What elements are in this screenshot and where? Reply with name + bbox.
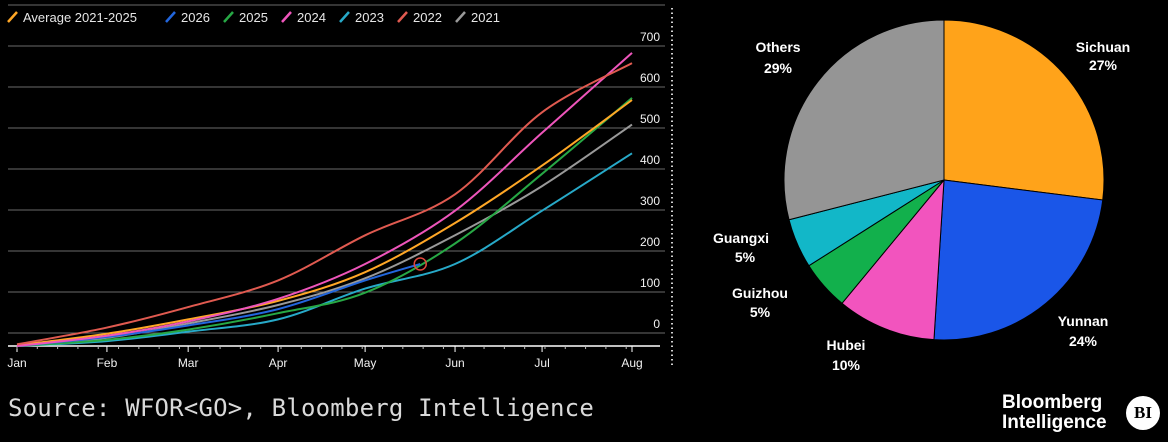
y-tick-label: 100 (640, 276, 660, 290)
x-tick-label: May (354, 356, 377, 370)
brand-line-2: Intelligence (1002, 412, 1107, 433)
legend-swatch (397, 11, 408, 23)
pie-slice-percent: 24% (1069, 333, 1098, 349)
pie-slice-name: Guizhou (732, 285, 788, 301)
pie-slice-yunnan (933, 179, 1104, 341)
x-tick-label: Mar (178, 356, 199, 370)
latest-value-marker (413, 257, 427, 271)
pie-slice-percent: 27% (1089, 57, 1118, 73)
legend-swatch (281, 11, 292, 23)
line-series-group (16, 52, 633, 347)
pie-slice-hubei (841, 178, 945, 341)
legend-item: 2023 (339, 10, 384, 25)
legend-label: 2025 (239, 10, 268, 25)
x-tick-label: Jan (7, 356, 26, 370)
pie-slice-percent: 29% (764, 60, 793, 76)
legend-item: 2021 (455, 10, 500, 25)
series-line-2024 (16, 52, 633, 347)
y-tick-label: 600 (640, 71, 660, 85)
x-tick-label: Jun (445, 356, 464, 370)
x-tick-label: Apr (269, 356, 288, 370)
pie-slice-name: Yunnan (1058, 313, 1109, 329)
y-tick-label: 500 (640, 112, 660, 126)
y-tick-label: 400 (640, 153, 660, 167)
x-axis: Jan Feb Mar Apr May Jun Jul Aug (7, 345, 660, 370)
pie-slice-name: Guangxi (713, 230, 769, 246)
series-line-2025 (16, 97, 633, 347)
series-line-2021 (16, 123, 633, 347)
series-line-average-2021-2025 (16, 99, 633, 347)
legend-item: 2025 (223, 10, 268, 25)
y-gridlines (8, 4, 673, 368)
legend-swatch (339, 11, 350, 23)
legend-item: 2024 (281, 10, 326, 25)
y-tick-label: 800 (640, 0, 660, 3)
x-tick-label: Feb (97, 356, 118, 370)
legend-label: 2021 (471, 10, 500, 25)
pie-labels: Sichuan 27% Yunnan 24% Hubei 10% Guizhou 5% Guan… (713, 39, 1130, 373)
legend-label: 2023 (355, 10, 384, 25)
pie-slice-name: Sichuan (1076, 39, 1130, 55)
y-tick-label: 200 (640, 235, 660, 249)
brand-line-1: Bloomberg (1002, 392, 1103, 413)
legend-swatch (7, 11, 18, 23)
x-tick-label: Aug (621, 356, 642, 370)
legend-swatch (223, 11, 234, 23)
legend-swatch (455, 11, 466, 23)
source-note: Source: WFOR<GO>, Bloomberg Intelligence (8, 394, 594, 422)
pie-slice-name: Others (755, 39, 800, 55)
legend-label: 2024 (297, 10, 326, 25)
pie-slice-percent: 5% (750, 304, 771, 320)
pie-chart (783, 19, 1105, 341)
y-axis: 0 100 200 300 400 500 600 700 800 (640, 0, 660, 331)
pie-slice-others (783, 19, 945, 221)
series-line-2022 (16, 62, 633, 346)
current-point-marker (413, 257, 427, 271)
brand-logo: Bloomberg Intelligence (1002, 393, 1107, 433)
legend-swatch (165, 11, 176, 23)
y-tick-label: 700 (640, 30, 660, 44)
pie-slice-name: Hubei (827, 337, 866, 353)
line-chart-legend: Average 2021-2025 2026 2025 2024 2023 2022 202… (7, 10, 500, 25)
legend-item: 2022 (397, 10, 442, 25)
x-tick-label: Jul (534, 356, 549, 370)
pie-slice-sichuan (943, 19, 1105, 201)
legend-label: 2026 (181, 10, 210, 25)
legend-label: 2022 (413, 10, 442, 25)
y-tick-label: 300 (640, 194, 660, 208)
y-tick-label: 0 (653, 317, 660, 331)
legend-label: Average 2021-2025 (23, 10, 137, 25)
brand-badge-icon: BI (1126, 396, 1160, 430)
pie-slice-percent: 10% (832, 357, 861, 373)
legend-item: Average 2021-2025 (7, 10, 137, 25)
pie-slice-percent: 5% (735, 249, 756, 265)
legend-item: 2026 (165, 10, 210, 25)
series-line-2023 (16, 152, 633, 347)
